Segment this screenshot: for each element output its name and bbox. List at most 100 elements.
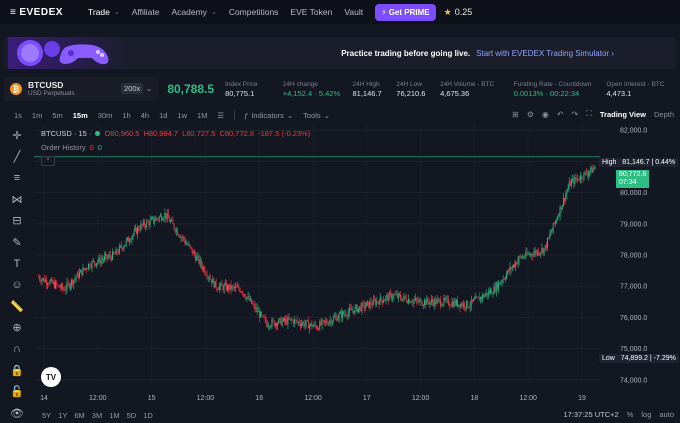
range-3m[interactable]: 3M [91, 410, 103, 420]
fullscreen-icon[interactable]: ⛶ [586, 109, 592, 118]
candle [173, 223, 175, 229]
range-1d[interactable]: 1D [143, 410, 153, 420]
tools-button[interactable]: Tools ⌄ [303, 110, 330, 120]
low-price-tag: Low 74,899.2 | -7.29% [599, 354, 679, 363]
candle [220, 283, 222, 287]
tf-1s[interactable]: 1s [14, 110, 22, 120]
candle [109, 254, 111, 258]
settings-icon[interactable]: ⚙ [526, 109, 534, 119]
tf-1M[interactable]: 1M [197, 110, 208, 120]
candle [40, 279, 42, 282]
nav-academy[interactable]: Academy ⌄ [171, 7, 217, 17]
nav-eve-token[interactable]: EVE Token [290, 7, 333, 17]
range-5y[interactable]: 5Y [42, 410, 52, 420]
candle [368, 301, 370, 308]
candle [244, 293, 245, 297]
lock-drawings-icon[interactable]: 🔓 [10, 386, 24, 399]
candle [583, 172, 585, 180]
candle [348, 308, 350, 313]
tf-30m[interactable]: 30m [97, 110, 113, 120]
emoji-icon[interactable]: ☺ [11, 278, 23, 291]
utc-time[interactable]: 17:37:25 UTC+2 [563, 410, 619, 419]
auto-toggle[interactable]: auto [659, 410, 674, 419]
tradingview-logo[interactable]: TV [41, 367, 61, 387]
percent-toggle[interactable]: % [626, 410, 634, 419]
range-1m[interactable]: 1M [109, 410, 120, 420]
candle [150, 218, 152, 220]
candle [373, 299, 375, 301]
candle [297, 321, 299, 323]
candle [295, 319, 297, 321]
horizontal-lines-icon[interactable]: ≡ [13, 172, 21, 185]
eye-icon[interactable]: 👁 [10, 407, 24, 420]
redo-icon[interactable]: ↷ [571, 109, 579, 119]
nav-trade[interactable]: Trade ⌄ [88, 7, 120, 17]
camera-icon[interactable]: ◉ [541, 109, 549, 119]
tf-4h[interactable]: 4h [140, 110, 150, 120]
log-toggle[interactable]: log [641, 410, 652, 419]
candle [43, 277, 45, 282]
candle [159, 215, 161, 217]
range-1y[interactable]: 1Y [58, 410, 68, 420]
banner-cta-link[interactable]: Start with EVEDEX Trading Simulator › [476, 48, 614, 58]
nav-competitions[interactable]: Competitions [228, 7, 279, 17]
tf-5m[interactable]: 5m [52, 110, 63, 120]
undo-icon[interactable]: ↶ [556, 109, 564, 119]
trend-line-icon[interactable]: ╱ [13, 151, 21, 164]
candle [362, 303, 364, 304]
candle [86, 268, 88, 270]
price-chart[interactable]: 82,000.081,000.080,000.079,000.078,000.0… [34, 124, 680, 405]
candle [271, 319, 273, 327]
leverage-badge[interactable]: 200x [121, 83, 144, 94]
candle [479, 297, 481, 301]
chart-canvas[interactable]: 82,000.081,000.080,000.079,000.078,000.0… [34, 124, 680, 405]
tf-1h[interactable]: 1h [122, 110, 131, 120]
depth-tab[interactable]: Depth [653, 109, 674, 119]
candle [501, 281, 503, 283]
indicators-button[interactable]: ƒ Indicators ⌄ [244, 110, 294, 120]
get-prime-button[interactable]: ⚡ Get PRIME [375, 3, 436, 21]
zoom-in-icon[interactable]: ⊕ [12, 322, 22, 335]
candle [503, 278, 505, 280]
candle-type-button[interactable]: ☰ [217, 111, 224, 120]
pitchfork-icon[interactable]: ⋈ [11, 194, 23, 206]
lock-icon[interactable]: 🔒 [10, 364, 24, 377]
candle [395, 294, 397, 295]
nav-vault[interactable]: Vault [344, 7, 364, 17]
text-icon[interactable]: T [13, 257, 21, 270]
trading-view-tab[interactable]: Trading View [599, 109, 646, 119]
candle [160, 215, 162, 221]
candle [314, 323, 316, 326]
collapse-legend-button[interactable]: ^ [41, 156, 55, 166]
ruler-icon[interactable]: 📏 [10, 300, 24, 313]
candle [232, 286, 234, 287]
candle [514, 264, 515, 267]
candle [567, 188, 569, 192]
crosshair-icon[interactable]: ✛ [12, 129, 22, 142]
fib-retracement-icon[interactable]: ⊟ [12, 215, 22, 228]
promo-banner[interactable]: Practice trading before going live. Star… [4, 37, 676, 69]
candle [413, 300, 415, 301]
order-history[interactable]: Order History 0 0 [41, 143, 102, 152]
tf-1w[interactable]: 1w [177, 110, 187, 120]
range-5d[interactable]: 5D [126, 410, 137, 420]
tf-15m[interactable]: 15m [72, 110, 88, 120]
nav-affiliate[interactable]: Affiliate [131, 7, 160, 17]
tf-1d[interactable]: 1d [159, 110, 168, 120]
tf-1m[interactable]: 1m [31, 110, 43, 120]
brush-icon[interactable]: ✎ [12, 236, 22, 249]
stat-24h-change: 24H change +4,152.4 · 5.42% [282, 80, 341, 98]
candle [264, 318, 266, 320]
magnet-icon[interactable]: ∩ [13, 343, 21, 356]
evedex-logo[interactable]: ≡ EVEDEX [10, 6, 63, 18]
candle [471, 299, 473, 302]
candle [78, 272, 80, 278]
layout-icon[interactable]: ⊞ [511, 109, 519, 119]
range-6m[interactable]: 6M [74, 410, 85, 420]
points-badge[interactable]: ★ 0.25 [443, 6, 473, 18]
candle [204, 267, 206, 274]
candle [462, 303, 464, 307]
symbol-selector[interactable]: ₿ BTCUSD USD Perpetuals 200x ⌄ [4, 77, 159, 101]
candle [545, 244, 547, 248]
candle [258, 311, 260, 318]
